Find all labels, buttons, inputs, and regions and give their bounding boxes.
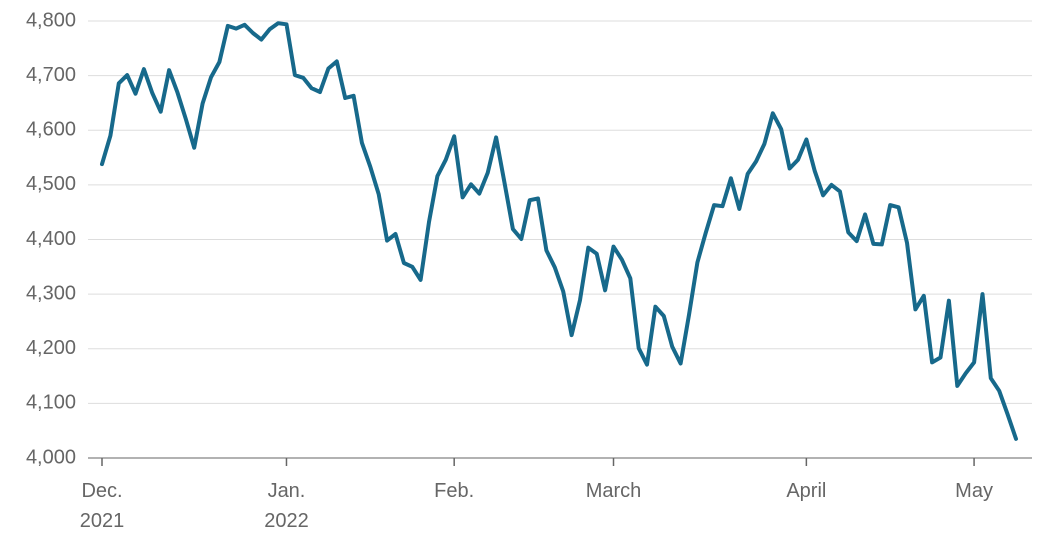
x-tick-label: Feb. [434, 480, 474, 502]
y-tick-label: 4,500 [26, 173, 76, 195]
line-series [100, 21, 1018, 441]
y-tick-label: 4,300 [26, 282, 76, 304]
x-tick-label: March [586, 480, 642, 502]
y-tick-label: 4,600 [26, 119, 76, 141]
y-tick-label: 4,200 [26, 337, 76, 359]
y-tick-label: 4,700 [26, 64, 76, 86]
x-tick-label: May [955, 480, 993, 502]
y-tick-label: 4,400 [26, 228, 76, 250]
y-tick-label: 4,800 [26, 9, 76, 31]
x-tick-label: April [786, 480, 826, 502]
x-tick-label: Dec. 2021 [80, 480, 125, 532]
x-tick-label: Jan. 2022 [264, 480, 309, 532]
y-tick-label: 4,100 [26, 392, 76, 414]
y-tick-label: 4,000 [26, 446, 76, 468]
